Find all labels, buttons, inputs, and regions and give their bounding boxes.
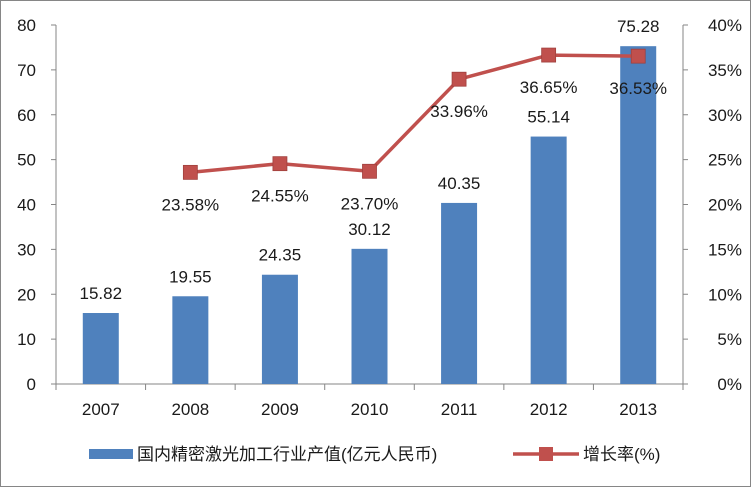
growth-rate-line [190,53,639,175]
left-axis-tick-label: 20 [17,285,36,304]
x-axis-tick-label: 2011 [441,400,478,419]
line-marker [272,156,288,172]
left-axis-tick-label: 60 [17,106,36,125]
left-axis-tick-label: 70 [17,61,36,80]
bar [172,296,209,384]
right-axis-tick-label: 40% [708,16,742,35]
line-value-label: 36.53% [609,79,667,98]
bar-value-label: 19.55 [169,267,212,286]
bar [530,136,567,384]
line-data-labels: 23.58% 24.55% 23.70% 33.96% 36.65% 36.53% [162,78,668,214]
x-axis-tick-label: 2013 [619,400,657,419]
axes: 0 10 20 30 40 50 60 70 80 0% 5% 10% 15% 20% 25% 30% 35% 4… [17,16,742,419]
bar-series [82,46,657,384]
right-axis-tick-label: 0% [717,375,742,394]
bar-value-label: 40.35 [438,174,481,193]
legend-bar-swatch [89,449,133,459]
bar-value-label: 75.28 [617,17,660,36]
x-axis-tick-label: 2008 [171,400,209,419]
left-axis-tick-label: 50 [17,151,36,170]
line-value-label: 36.65% [520,78,578,97]
legend: 国内精密激光加工行业产值(亿元人民币) 增长率(%) [89,445,660,464]
line-marker [182,164,198,180]
right-axis-tick-label: 15% [708,240,742,259]
right-axis-tick-label: 30% [708,106,742,125]
line-marker [362,163,377,179]
bar-value-label: 55.14 [527,108,570,127]
legend-line-label: 增长率(%) [583,445,660,464]
bar [620,46,657,384]
right-axis-tick-label: 35% [708,61,742,80]
right-axis-tick-label: 5% [717,330,742,349]
right-axis-tick-label: 25% [708,151,742,170]
line-value-label: 33.96% [430,102,488,121]
bar-data-labels: 15.82 19.55 24.35 30.12 40.35 55.14 75.28 [80,17,660,303]
line-marker [451,71,467,87]
x-axis-tick-label: 2012 [530,400,568,419]
right-axis-tick-label: 10% [708,285,742,304]
line-value-label: 24.55% [251,187,309,206]
bar-value-label: 30.12 [348,220,391,239]
line-value-label: 23.70% [341,194,399,213]
line-marker [541,47,557,63]
bar [441,202,478,384]
bar-value-label: 15.82 [80,284,123,303]
x-axis-tick-label: 2010 [351,400,389,419]
legend-line-marker [539,447,553,461]
left-axis-tick-label: 30 [17,240,36,259]
left-axis-tick-label: 0 [27,375,36,394]
line-value-label: 23.58% [162,195,220,214]
line-marker [630,48,646,64]
bar [261,274,298,384]
x-axis-tick-label: 2007 [82,400,120,419]
line-series [182,47,646,180]
x-axis-tick-label: 2009 [261,400,299,419]
bar [82,313,119,384]
right-axis-tick-label: 20% [708,196,742,215]
left-axis-tick-label: 80 [17,16,36,35]
left-axis-tick-label: 40 [17,196,36,215]
bar-value-label: 24.35 [259,246,302,265]
left-axis-tick-label: 10 [17,330,36,349]
bar [351,248,388,384]
legend-bar-label: 国内精密激光加工行业产值(亿元人民币) [137,445,437,464]
